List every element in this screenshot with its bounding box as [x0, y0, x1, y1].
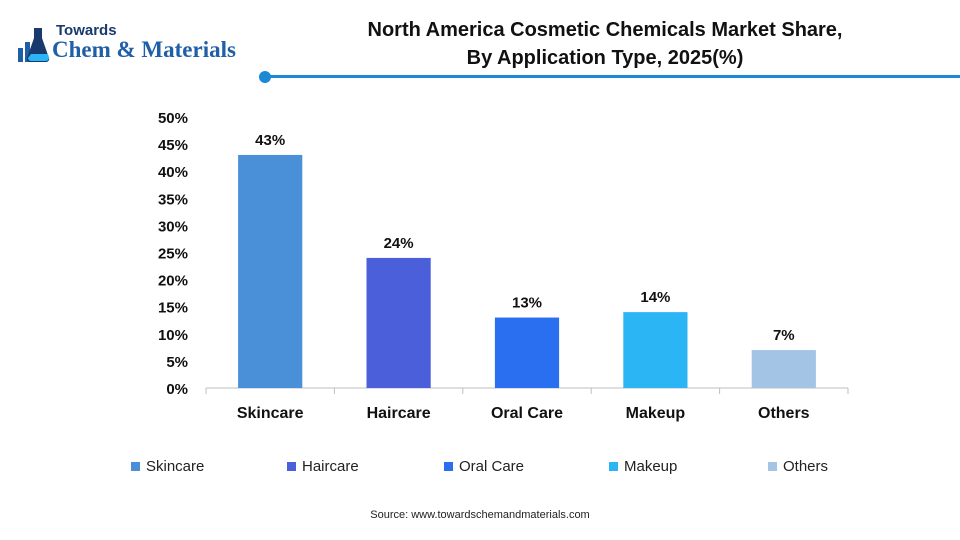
y-tick-label: 35% — [158, 191, 188, 208]
chart-title-line-2: By Application Type, 2025(%) — [466, 47, 744, 69]
bar-oral-care — [494, 317, 560, 388]
legend-label: Haircare — [302, 457, 359, 475]
logo: Towards Chem & Materials — [16, 22, 256, 68]
legend-item-skincare: Skincare — [131, 456, 204, 476]
bar-makeup — [623, 312, 688, 388]
y-tick-label: 30% — [158, 218, 188, 235]
y-tick-label: 25% — [158, 246, 188, 263]
legend-swatch — [287, 461, 296, 471]
legend-label: Oral Care — [459, 457, 525, 475]
y-tick-label: 50% — [158, 110, 188, 127]
source-note: Source: www.towardschemandmaterials.com — [370, 509, 590, 521]
y-tick-label: 20% — [158, 273, 188, 290]
y-tick-label: 45% — [158, 137, 188, 154]
legend-item-oral-care: Oral Care — [444, 456, 524, 476]
x-tick-label: Oral Care — [491, 405, 563, 422]
data-label: 13% — [512, 295, 542, 312]
bar-haircare — [366, 257, 431, 388]
legend-label: Skincare — [146, 457, 205, 475]
legend-item-haircare: Haircare — [287, 456, 359, 476]
legend-item-others: Others — [768, 456, 828, 476]
logo-text-main: Chem & Materials — [52, 37, 236, 62]
x-tick-label: Makeup — [626, 405, 686, 422]
data-label: 7% — [773, 327, 795, 344]
legend-item-makeup: Makeup — [609, 456, 677, 476]
legend-swatch — [444, 461, 453, 471]
title-rule-dot — [259, 71, 271, 83]
legend-label: Others — [783, 457, 829, 475]
chart-title: North America Cosmetic Chemicals Market … — [300, 16, 910, 72]
data-label: 14% — [640, 289, 670, 306]
x-tick-label: Others — [758, 405, 810, 422]
legend-swatch — [768, 461, 777, 471]
y-tick-label: 40% — [158, 164, 188, 181]
data-label: 43% — [255, 132, 285, 149]
chart-title-line-1: North America Cosmetic Chemicals Market … — [367, 19, 843, 41]
bar-skincare — [238, 154, 303, 388]
bar-others — [751, 350, 816, 388]
flask-icon — [18, 28, 50, 63]
logo-text-top: Towards — [56, 22, 117, 39]
x-tick-label: Skincare — [237, 405, 304, 422]
legend-label: Makeup — [624, 457, 678, 475]
title-rule — [268, 75, 960, 78]
x-tick-label: Haircare — [367, 405, 431, 422]
legend-swatch — [609, 461, 618, 471]
y-tick-label: 15% — [158, 300, 188, 317]
y-tick-label: 0% — [166, 381, 188, 398]
data-label: 24% — [384, 235, 414, 252]
legend-swatch — [131, 461, 140, 471]
chart-legend: Skincare Haircare Oral Care Makeup Others — [0, 456, 960, 476]
y-tick-label: 10% — [158, 327, 188, 344]
y-tick-label: 5% — [166, 354, 188, 371]
